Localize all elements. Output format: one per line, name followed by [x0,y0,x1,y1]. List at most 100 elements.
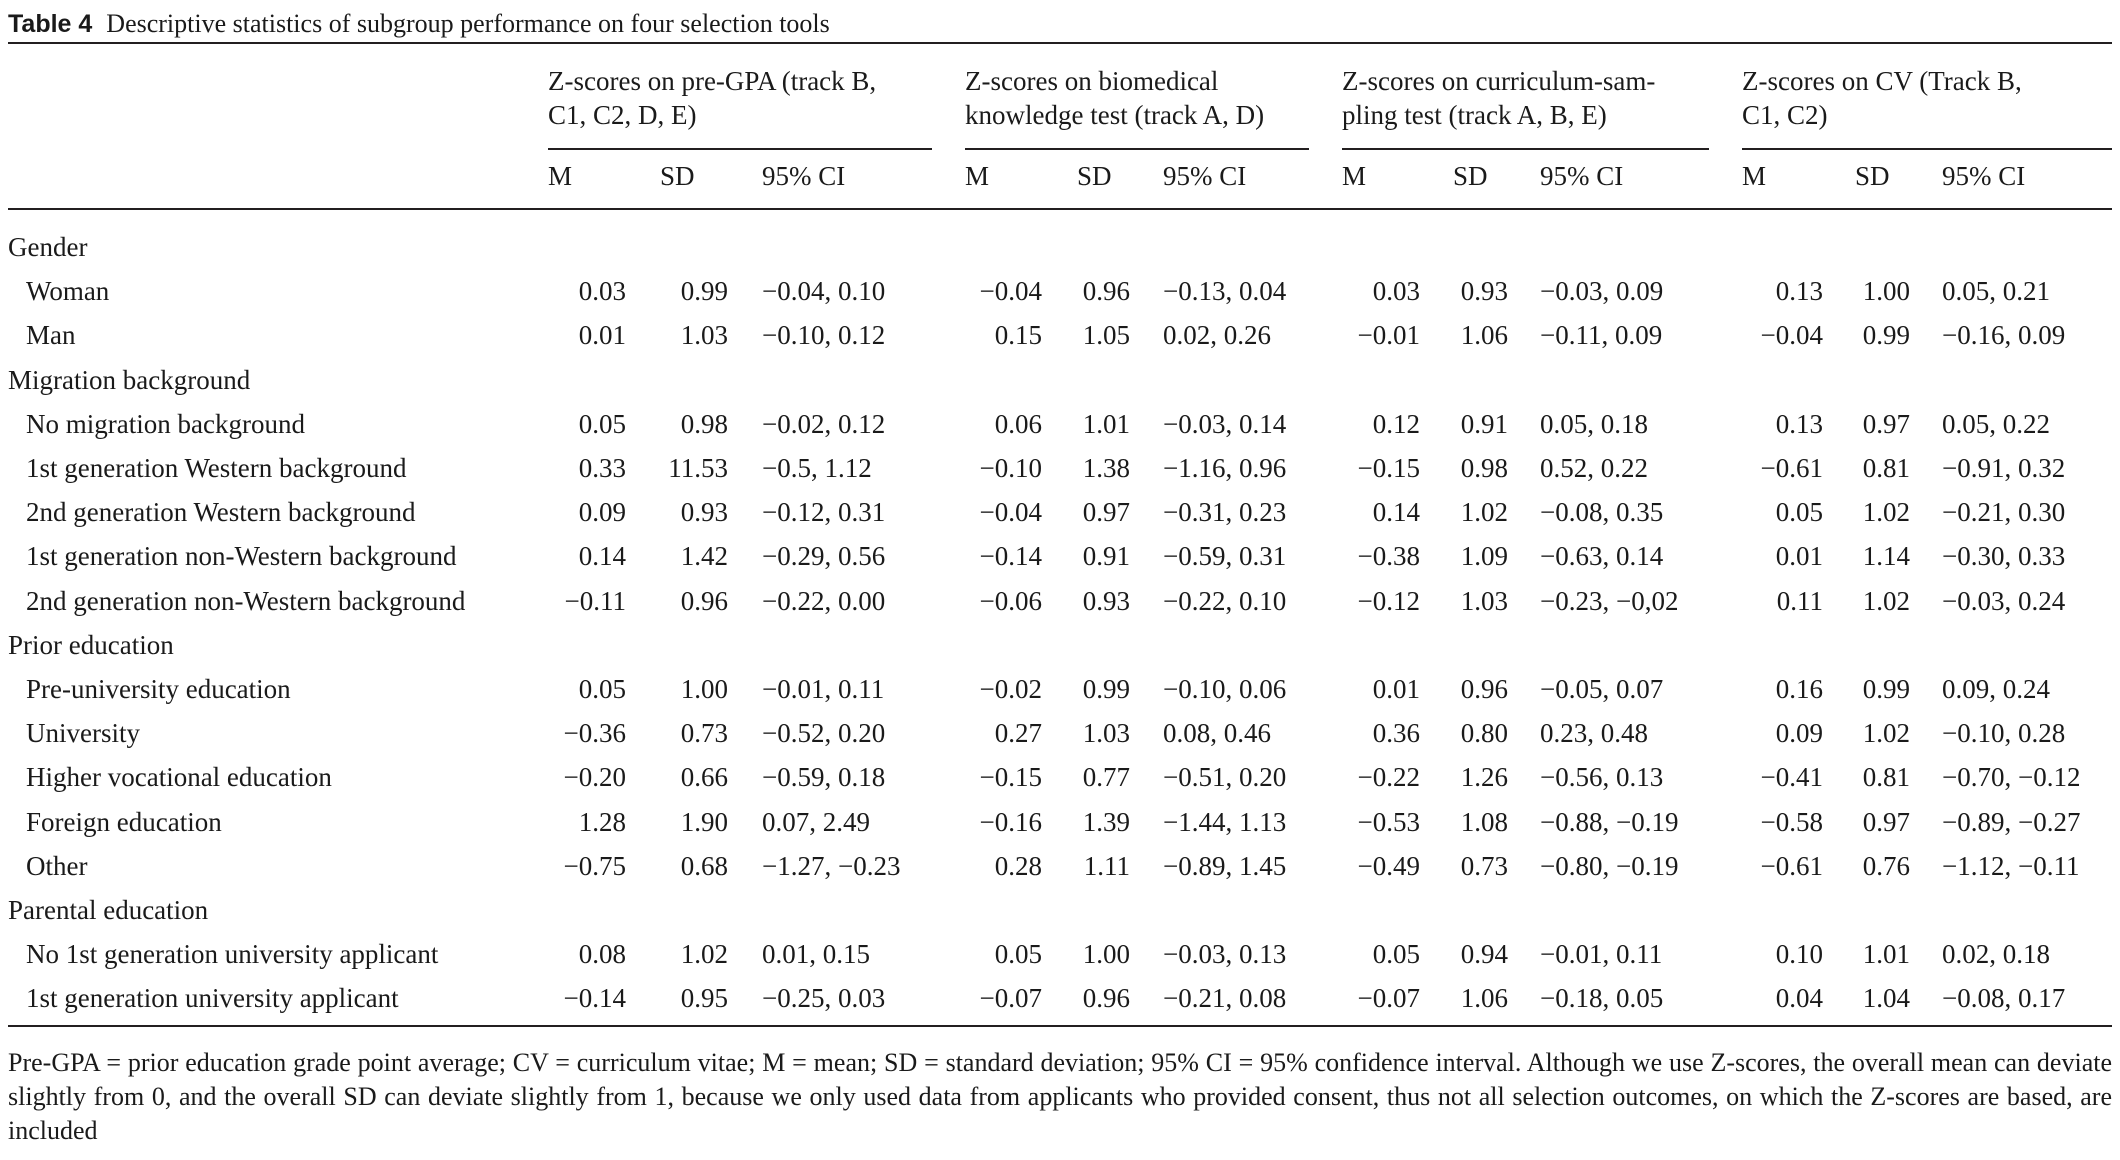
row-label: 1st generation university applicant [26,983,399,1013]
cell-cv-sd: 0.99 [1862,674,1910,704]
row-label: Man [26,320,76,350]
subheader-mean: M [965,161,990,191]
cell-pre-gpa-ci: −0.25, 0.03 [762,983,886,1013]
cell-biomedical-m: −0.10 [979,453,1042,483]
cell-pre-gpa-m: −0.11 [564,586,626,616]
cell-pre-gpa-sd: 1.90 [680,807,728,837]
cell-biomedical-m: 0.27 [994,718,1042,748]
cell-pre-gpa-sd: 1.02 [680,939,728,969]
row-label: 2nd generation Western background [26,497,416,527]
cell-pre-gpa-sd: 0.73 [680,718,728,748]
group-header-line: Z-scores on CV (Track B, [1742,66,2022,96]
cell-pre-gpa-ci: −0.5, 1.12 [762,453,872,483]
cell-curriculum-m: −0.38 [1357,541,1420,571]
cell-cv-m: −0.41 [1760,762,1823,792]
cell-pre-gpa-ci: −0.10, 0.12 [762,320,886,350]
group-header-line: C1, C2, D, E) [548,100,697,130]
row-label: No 1st generation university applicant [26,939,439,969]
cell-biomedical-m: −0.16 [979,807,1042,837]
cell-curriculum-sd: 1.02 [1460,497,1508,527]
cell-biomedical-ci: −0.13, 0.04 [1163,276,1287,306]
subheader-sd: SD [1453,161,1488,191]
cell-cv-sd: 0.97 [1862,807,1910,837]
cell-curriculum-sd: 1.06 [1460,983,1508,1013]
subheader-ci: 95% CI [762,161,846,191]
row-label: 2nd generation non-Western background [26,586,466,616]
cell-curriculum-ci: −0.05, 0.07 [1540,674,1664,704]
cell-curriculum-sd: 0.96 [1460,674,1508,704]
group-header-biomedical: Z-scores on biomedical knowledge test (t… [965,64,1264,132]
subheader-ci: 95% CI [1540,161,1624,191]
cell-biomedical-sd: 1.39 [1082,807,1130,837]
cell-cv-m: 0.01 [1775,541,1823,571]
cell-cv-m: 0.05 [1775,497,1823,527]
cell-cv-ci: −0.89, −0.27 [1942,807,2081,837]
cell-biomedical-m: −0.02 [979,674,1042,704]
cell-curriculum-m: 0.01 [1372,674,1420,704]
cell-biomedical-sd: 1.03 [1082,718,1130,748]
cell-cv-m: 0.10 [1775,939,1823,969]
cell-biomedical-ci: −0.21, 0.08 [1163,983,1287,1013]
cell-curriculum-sd: 1.08 [1460,807,1508,837]
cell-pre-gpa-sd: 0.66 [680,762,728,792]
row-label: 1st generation non-Western background [26,541,457,571]
row-label: Pre-university education [26,674,291,704]
cell-curriculum-ci: −0.11, 0.09 [1540,320,1663,350]
cell-biomedical-ci: −1.16, 0.96 [1163,453,1287,483]
cell-pre-gpa-ci: −0.12, 0.31 [762,497,886,527]
group-header-line: Z-scores on biomedical [965,66,1219,96]
cell-biomedical-m: 0.06 [994,409,1042,439]
subheader-mean: M [548,161,573,191]
cell-curriculum-sd: 0.80 [1460,718,1508,748]
cell-biomedical-sd: 0.97 [1082,497,1130,527]
cell-cv-ci: −0.21, 0.30 [1942,497,2066,527]
cell-curriculum-ci: −0.01, 0.11 [1540,939,1663,969]
row-label: No migration background [26,409,305,439]
cell-cv-ci: −0.70, −0.12 [1942,762,2081,792]
cell-biomedical-m: −0.04 [979,497,1042,527]
cell-curriculum-m: 0.36 [1372,718,1420,748]
cell-biomedical-m: −0.15 [979,762,1042,792]
cell-cv-ci: 0.05, 0.22 [1942,409,2050,439]
cell-biomedical-sd: 0.99 [1082,674,1130,704]
cell-cv-sd: 1.02 [1862,718,1910,748]
subheader-ci: 95% CI [1163,161,1247,191]
cell-cv-ci: −0.08, 0.17 [1942,983,2066,1013]
cell-curriculum-m: 0.03 [1372,276,1420,306]
group-header-line: Z-scores on pre-GPA (track B, [548,66,877,96]
table-footnote: Pre-GPA = prior education grade point av… [8,1048,2112,1145]
cell-biomedical-ci: −1.44, 1.13 [1163,807,1287,837]
row-group-label: Migration background [8,365,251,395]
row-group-label: Gender [8,232,88,262]
cell-cv-sd: 0.97 [1862,409,1910,439]
cell-curriculum-ci: 0.23, 0.48 [1540,718,1648,748]
group-header-pre-gpa: Z-scores on pre-GPA (track B, C1, C2, D,… [548,64,876,132]
cell-biomedical-sd: 0.91 [1082,541,1130,571]
cell-cv-m: 0.13 [1775,276,1823,306]
cell-curriculum-sd: 1.26 [1460,762,1508,792]
group-header-line: C1, C2) [1742,100,1828,130]
subheader-sd: SD [660,161,695,191]
cell-curriculum-ci: −0.08, 0.35 [1540,497,1664,527]
cell-curriculum-sd: 0.91 [1460,409,1508,439]
cell-curriculum-m: −0.07 [1357,983,1420,1013]
cell-curriculum-m: −0.15 [1357,453,1420,483]
cell-curriculum-m: 0.12 [1372,409,1420,439]
cell-curriculum-m: −0.12 [1357,586,1420,616]
cell-pre-gpa-sd: 0.98 [680,409,728,439]
row-label: University [26,718,140,748]
header-rule [8,208,2112,210]
cell-biomedical-sd: 0.96 [1082,276,1130,306]
cell-pre-gpa-ci: −1.27, −0.23 [762,851,901,881]
cell-cv-sd: 0.76 [1862,851,1910,881]
group-header-line: knowledge test (track A, D) [965,100,1265,130]
cell-pre-gpa-ci: −0.29, 0.56 [762,541,886,571]
cell-pre-gpa-m: 0.08 [578,939,626,969]
cell-biomedical-ci: −0.59, 0.31 [1163,541,1287,571]
cell-biomedical-sd: 0.93 [1082,586,1130,616]
cell-curriculum-sd: 1.06 [1460,320,1508,350]
subheader-mean: M [1742,161,1767,191]
cell-cv-sd: 1.04 [1862,983,1910,1013]
group-underline [548,148,932,150]
